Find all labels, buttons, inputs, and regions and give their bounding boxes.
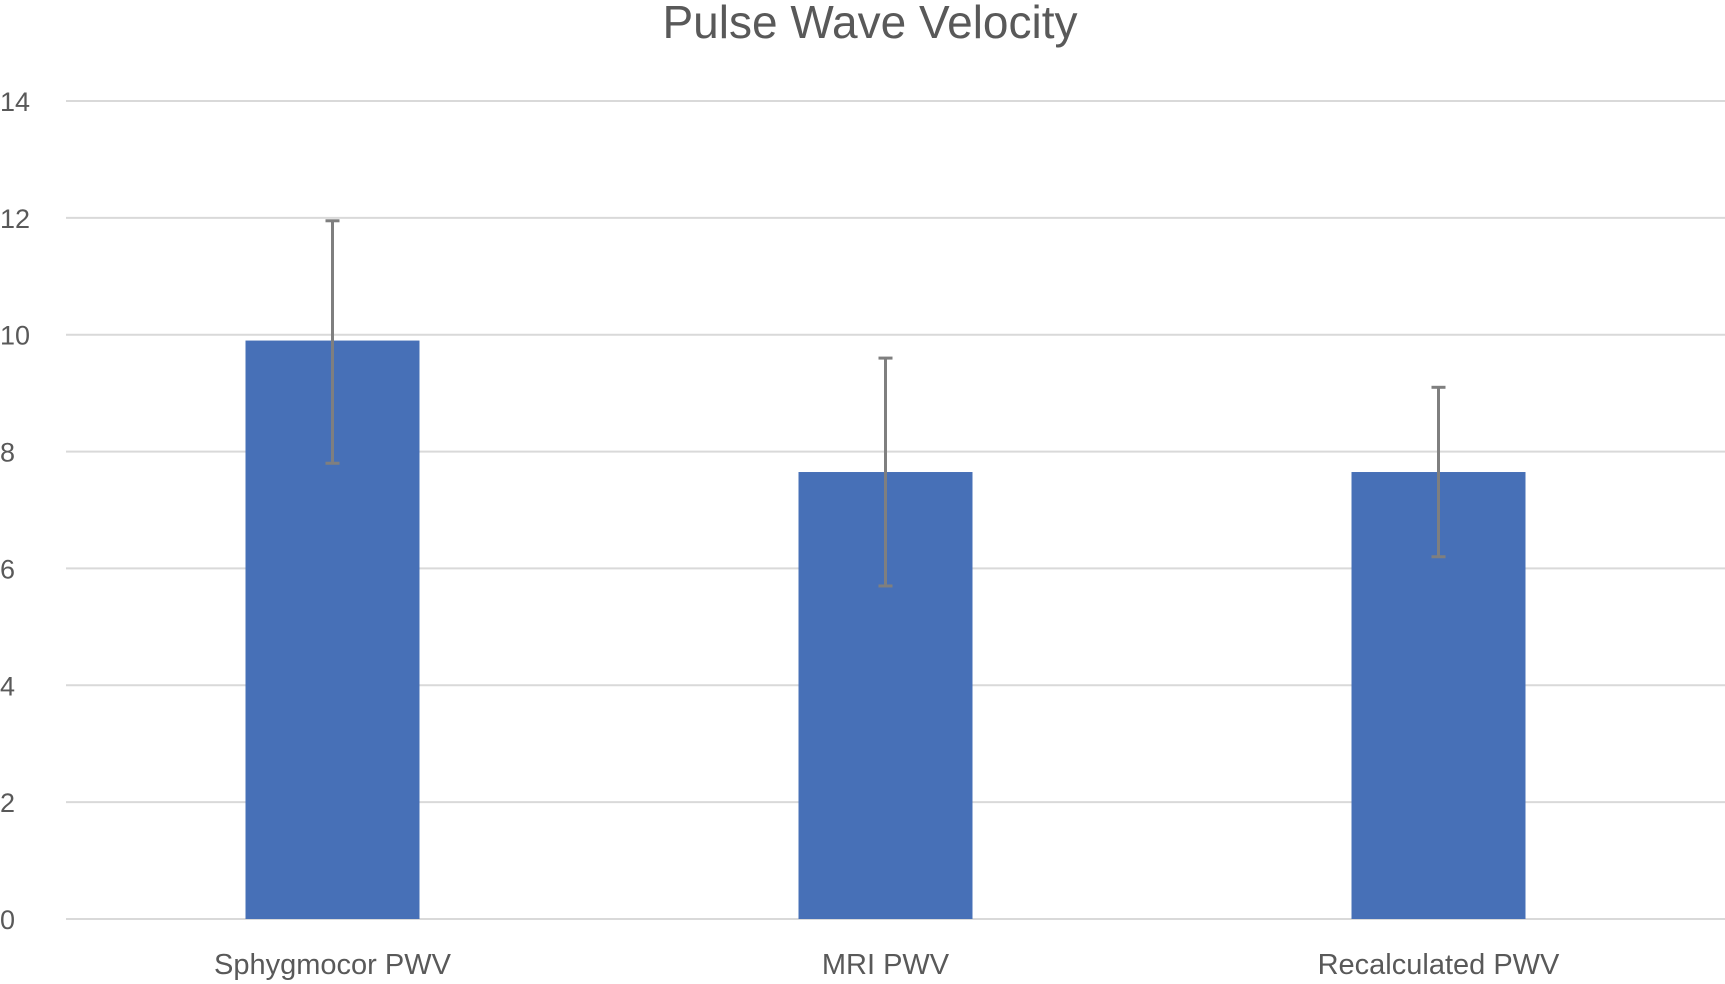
error-bars (325, 219, 1446, 588)
y-tick-label: 6 (0, 554, 15, 584)
x-category-label: MRI PWV (822, 949, 950, 981)
y-tick-label: 0 (0, 905, 15, 935)
y-tick-label: 14 (0, 87, 30, 117)
y-tick-label: 2 (0, 788, 15, 818)
error-bar (1431, 385, 1446, 559)
x-axis-category-labels: Sphygmocor PWV MRI PWV Recalculated PWV (214, 949, 1560, 981)
y-tick-label: 10 (0, 321, 30, 351)
error-bar (878, 356, 893, 588)
error-bar (325, 219, 340, 465)
y-axis-tick-labels: 0 2 4 6 8 10 12 14 (0, 87, 30, 935)
y-tick-label: 12 (0, 204, 30, 234)
bars (245, 340, 1526, 919)
y-tick-label: 4 (0, 671, 15, 701)
x-category-label: Recalculated PWV (1318, 949, 1560, 981)
x-category-label: Sphygmocor PWV (214, 949, 452, 981)
chart-title: Pulse Wave Velocity (662, 0, 1077, 48)
y-tick-label: 8 (0, 438, 15, 468)
